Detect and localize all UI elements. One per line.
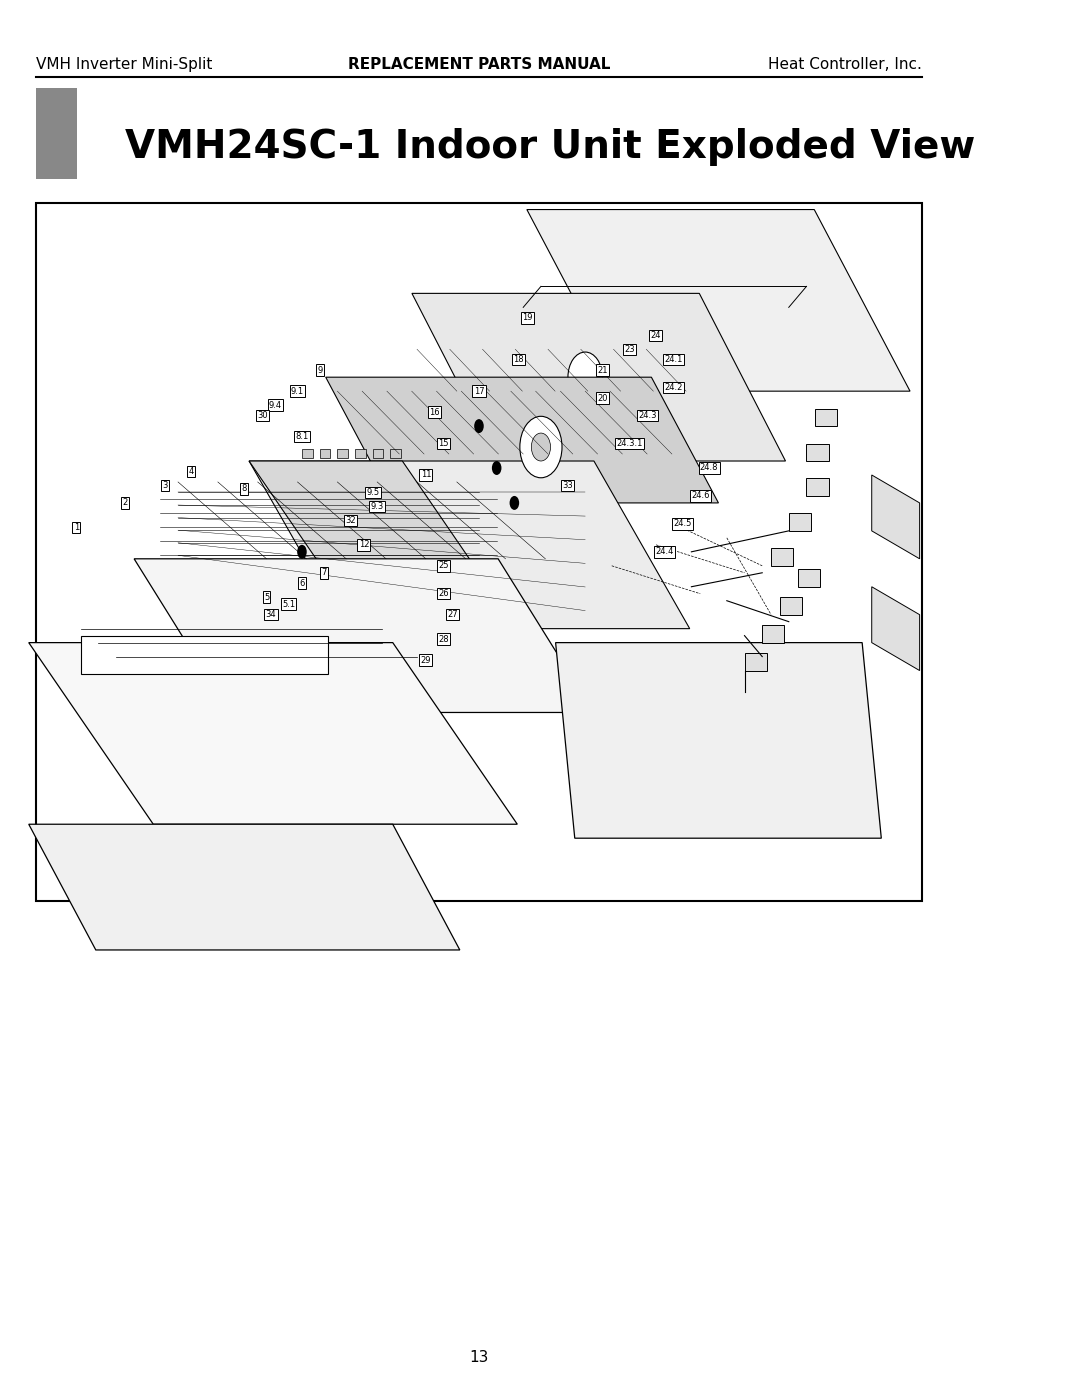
Text: 24.3: 24.3: [638, 411, 657, 420]
Text: Heat Controller, Inc.: Heat Controller, Inc.: [768, 57, 921, 71]
Text: 9.1: 9.1: [291, 387, 305, 395]
Text: 30: 30: [257, 411, 268, 420]
Polygon shape: [872, 475, 920, 559]
Text: 24.8: 24.8: [700, 464, 718, 472]
Polygon shape: [555, 643, 881, 838]
Text: 11: 11: [420, 471, 431, 479]
Bar: [788, 514, 811, 531]
Text: 8: 8: [242, 485, 247, 493]
Polygon shape: [872, 587, 920, 671]
Bar: [320, 450, 330, 458]
Bar: [798, 570, 820, 587]
Bar: [37, 88, 77, 179]
Text: VMH24SC-1 Indoor Unit Exploded View: VMH24SC-1 Indoor Unit Exploded View: [124, 127, 975, 166]
Text: 24.5: 24.5: [673, 520, 691, 528]
Circle shape: [297, 545, 307, 559]
Text: 5.1: 5.1: [282, 599, 295, 609]
Polygon shape: [29, 643, 517, 824]
Bar: [815, 408, 837, 426]
Text: 3: 3: [162, 481, 167, 490]
Text: 23: 23: [624, 345, 635, 353]
Polygon shape: [411, 293, 785, 461]
Text: 32: 32: [346, 515, 356, 525]
Text: 5: 5: [264, 592, 269, 602]
Bar: [337, 450, 348, 458]
Bar: [302, 450, 312, 458]
Bar: [355, 450, 366, 458]
Text: 15: 15: [438, 439, 449, 448]
Text: 24.4: 24.4: [656, 548, 674, 556]
Text: 1: 1: [73, 522, 79, 532]
Text: 17: 17: [474, 387, 484, 395]
Bar: [391, 450, 401, 458]
Text: 18: 18: [513, 355, 524, 365]
Bar: [807, 444, 828, 461]
Bar: [81, 636, 328, 675]
Circle shape: [510, 496, 519, 510]
Polygon shape: [527, 210, 910, 391]
Text: 33: 33: [562, 481, 572, 490]
Circle shape: [519, 416, 562, 478]
Polygon shape: [29, 824, 460, 950]
Text: 16: 16: [430, 408, 440, 416]
Text: 9.5: 9.5: [366, 488, 379, 497]
Text: 9.4: 9.4: [269, 401, 282, 409]
Text: 9.3: 9.3: [370, 502, 383, 511]
Text: 24.1: 24.1: [664, 355, 683, 365]
Text: 21: 21: [597, 366, 608, 374]
Polygon shape: [249, 461, 690, 629]
Polygon shape: [249, 461, 478, 573]
Text: 24.2: 24.2: [664, 383, 683, 393]
Text: 20: 20: [597, 394, 608, 402]
Bar: [780, 598, 802, 615]
Text: 2: 2: [122, 499, 127, 507]
Text: 24.3.1: 24.3.1: [617, 439, 643, 448]
Text: 34: 34: [266, 610, 276, 619]
Text: 12: 12: [359, 541, 369, 549]
Bar: [37, 203, 921, 901]
Text: 13: 13: [470, 1351, 488, 1365]
Text: 24.6: 24.6: [691, 492, 710, 500]
Circle shape: [568, 352, 603, 402]
Text: 24: 24: [651, 331, 661, 339]
Text: 26: 26: [438, 590, 449, 598]
Circle shape: [491, 461, 501, 475]
Bar: [373, 450, 383, 458]
Text: REPLACEMENT PARTS MANUAL: REPLACEMENT PARTS MANUAL: [348, 57, 610, 71]
Bar: [744, 654, 767, 671]
Text: 9: 9: [318, 366, 322, 374]
Text: 29: 29: [420, 655, 431, 665]
Text: 19: 19: [523, 313, 532, 323]
Text: 4: 4: [189, 467, 194, 476]
Text: 28: 28: [438, 634, 449, 644]
Circle shape: [474, 419, 484, 433]
Bar: [807, 478, 828, 496]
Text: 25: 25: [438, 562, 449, 570]
Text: 27: 27: [447, 610, 458, 619]
Text: 6: 6: [299, 578, 305, 588]
Bar: [762, 626, 784, 643]
Circle shape: [531, 433, 551, 461]
Text: 8.1: 8.1: [295, 432, 309, 441]
Polygon shape: [326, 377, 718, 503]
Text: 7: 7: [322, 569, 327, 577]
Bar: [771, 549, 793, 566]
Text: VMH Inverter Mini-Split: VMH Inverter Mini-Split: [37, 57, 213, 71]
Polygon shape: [134, 559, 594, 712]
